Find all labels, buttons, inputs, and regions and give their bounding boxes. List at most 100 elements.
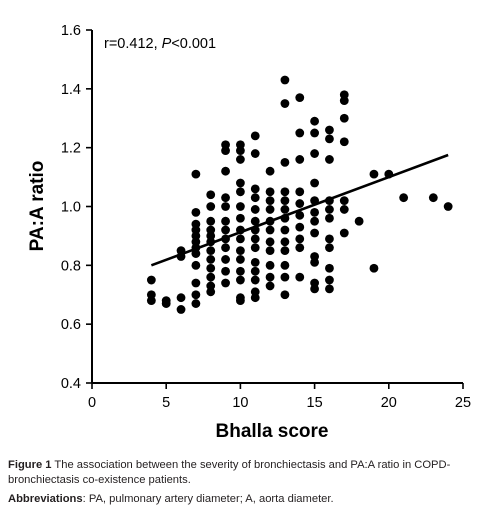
data-point [354, 216, 364, 226]
data-point [191, 207, 201, 217]
data-point [236, 246, 245, 256]
data-point [265, 187, 275, 197]
data-point [280, 187, 290, 197]
data-point [399, 193, 409, 203]
data-point [206, 246, 216, 256]
data-point [250, 234, 260, 244]
data-point [443, 202, 453, 211]
data-point [206, 255, 216, 264]
data-point [250, 205, 260, 214]
abbreviations-text: : PA, pulmonary artery diameter; A, aort… [82, 493, 334, 505]
abbreviations-label: Abbreviations [8, 493, 83, 505]
data-point [221, 166, 230, 176]
y-tick-label: 0.8 [61, 258, 81, 274]
data-point [250, 184, 260, 194]
data-point [250, 266, 260, 276]
y-axis-ticks: 0.4 0.6 0.8 1.0 1.2 1.4 1.6 [61, 23, 92, 392]
data-point [191, 260, 201, 270]
data-point [280, 272, 290, 282]
data-point [161, 299, 171, 308]
data-point [295, 199, 305, 208]
data-point [206, 263, 216, 273]
data-point [310, 216, 319, 226]
data-point [280, 225, 290, 235]
data-point [265, 260, 275, 270]
data-point [206, 202, 216, 211]
data-point [325, 284, 334, 294]
regression-line [150, 153, 449, 267]
correlation-annotation: r=0.412, P<0.001 [104, 36, 216, 52]
data-point [265, 281, 275, 291]
r-value: r=0.412, [104, 36, 162, 52]
data-point [191, 169, 201, 179]
data-point [310, 284, 319, 294]
data-point [265, 166, 275, 176]
data-point [221, 193, 230, 203]
data-point [295, 93, 305, 103]
data-point [221, 146, 230, 156]
x-axis-label: Bhalla score [216, 421, 329, 442]
scatter-chart: 0 5 10 15 20 25 0.4 0.6 0.8 1.0 1.2 1.4 1.6 r=0.412… [27, 23, 471, 442]
data-point [310, 128, 319, 138]
data-point [339, 196, 349, 206]
data-point [325, 275, 334, 285]
data-point [280, 290, 290, 300]
data-point [191, 278, 201, 288]
data-point [236, 146, 245, 156]
data-point [265, 237, 275, 247]
data-point [236, 296, 245, 306]
data-point [295, 272, 305, 282]
data-point [191, 249, 201, 258]
data-point [339, 205, 349, 214]
x-axis-ticks: 0 5 10 15 20 25 [88, 383, 471, 411]
data-point [280, 99, 290, 108]
data-point [221, 216, 230, 226]
data-point [310, 116, 319, 126]
data-point [236, 275, 245, 285]
data-point [369, 169, 379, 179]
data-point [146, 296, 156, 306]
data-point [310, 257, 319, 267]
data-point [325, 205, 334, 214]
data-point [325, 263, 334, 273]
data-point [325, 155, 334, 164]
data-point [310, 228, 319, 238]
data-point [280, 246, 290, 256]
data-point [265, 246, 275, 256]
y-tick-label: 1.6 [61, 23, 81, 39]
p-value: <0.001 [171, 36, 216, 52]
data-point [250, 257, 260, 267]
data-point [265, 196, 275, 206]
data-point [191, 299, 201, 308]
data-point [236, 255, 245, 264]
data-point [280, 157, 290, 167]
data-point [146, 275, 156, 285]
data-points [146, 75, 453, 314]
data-point [221, 202, 230, 211]
data-point [265, 205, 275, 214]
data-point [250, 216, 260, 226]
y-axis-label: PA:A ratio [27, 161, 48, 252]
data-point [250, 293, 260, 303]
data-point [325, 125, 334, 135]
figure-label: Figure 1 [8, 459, 52, 471]
data-point [221, 243, 230, 253]
data-point [206, 190, 216, 200]
figure-caption-text: The association between the severity of … [8, 459, 451, 486]
x-tick-label: 15 [307, 395, 323, 411]
data-point [325, 243, 334, 253]
data-point [221, 255, 230, 264]
x-tick-label: 5 [162, 395, 170, 411]
x-tick-label: 20 [381, 395, 397, 411]
data-point [339, 228, 349, 238]
data-point [176, 293, 186, 303]
data-point [221, 278, 230, 288]
data-point [176, 305, 186, 314]
y-tick-label: 0.4 [61, 376, 81, 392]
data-point [310, 178, 319, 188]
data-point [206, 216, 216, 226]
data-point [295, 234, 305, 244]
data-point [250, 149, 260, 158]
data-point [236, 178, 245, 188]
x-tick-label: 0 [88, 395, 96, 411]
